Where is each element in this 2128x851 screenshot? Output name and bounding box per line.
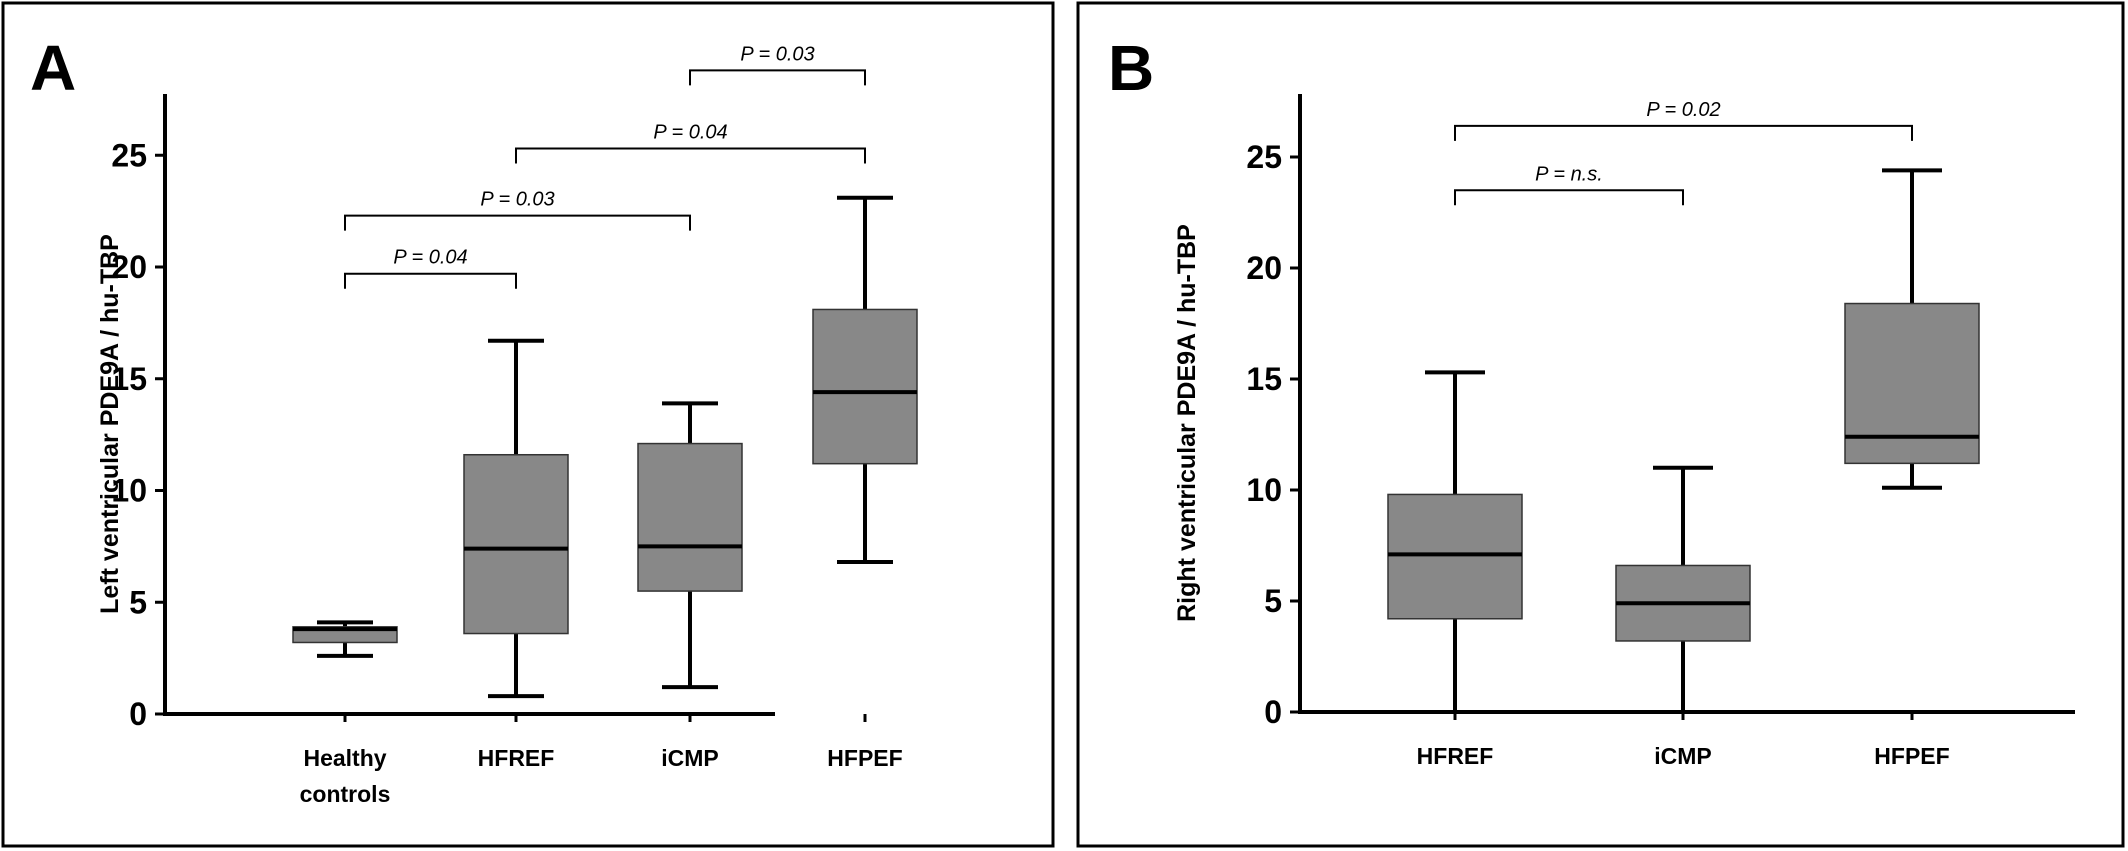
bracket-line xyxy=(344,272,517,289)
y-tick-label: 5 xyxy=(1264,583,1282,619)
plot-b: 0 5 10 15 20 25 Right ventricular PDE9A / hu-T… xyxy=(1173,94,2075,769)
box-icmp xyxy=(637,401,743,690)
bracket-line xyxy=(344,214,691,231)
bracket-line xyxy=(515,147,866,164)
p-value-label: P = 0.03 xyxy=(740,43,814,65)
panel-a-frame xyxy=(1,1,1055,848)
y-tick-label: 20 xyxy=(1246,250,1282,286)
x-category-label: HFREF xyxy=(478,745,555,771)
p-value-label: P = n.s. xyxy=(1535,163,1603,185)
y-tick-label: 25 xyxy=(111,137,147,173)
y-tick-label: 0 xyxy=(1264,694,1282,730)
plot-a: 0 5 10 15 20 25 Left ventricular PDE9A / hu-TB… xyxy=(96,43,918,807)
bracket-line xyxy=(1454,189,1684,206)
y-tick-label: 25 xyxy=(1246,139,1282,175)
box-iqr xyxy=(812,308,918,465)
y-axis-label: Right ventricular PDE9A / hu-TBP xyxy=(1173,224,1201,622)
comparison-bracket: P = 0.04 xyxy=(344,247,517,289)
y-tick-label: 0 xyxy=(129,696,147,732)
bracket-line xyxy=(689,69,866,86)
p-value-label: P = 0.04 xyxy=(393,247,467,269)
box-iqr xyxy=(1387,493,1523,620)
panel-b-letter: B xyxy=(1108,32,1154,104)
p-value-label: P = 0.02 xyxy=(1646,99,1720,121)
box-hfpef xyxy=(812,195,918,565)
y-tick-label: 5 xyxy=(129,584,147,620)
y-tick-label: 20 xyxy=(111,249,147,285)
x-category-label: HFPEF xyxy=(827,745,902,771)
box-iqr xyxy=(463,453,569,635)
x-category-label: controls xyxy=(300,781,391,807)
y-tick-label: 10 xyxy=(1246,472,1282,508)
x-category-label: HFREF xyxy=(1417,743,1494,769)
y-tick-label: 15 xyxy=(1246,361,1282,397)
bracket-line xyxy=(1454,124,1913,141)
y-tick-label: 15 xyxy=(111,361,147,397)
box-hfpef xyxy=(1844,168,1980,490)
x-category-label: iCMP xyxy=(661,745,719,771)
box-iqr xyxy=(1844,302,1980,465)
comparison-bracket: P = 0.02 xyxy=(1454,99,1913,141)
comparison-bracket: P = 0.04 xyxy=(515,122,866,164)
y-axis-label: Left ventricular PDE9A / hu-TBP xyxy=(96,234,124,614)
comparison-bracket: P = 0.03 xyxy=(344,189,691,231)
box-iqr xyxy=(637,442,743,592)
panel-a-letter: A xyxy=(30,32,76,104)
panel-b-frame xyxy=(1076,1,2125,848)
comparison-bracket: P = 0.03 xyxy=(689,43,866,86)
x-category-label: iCMP xyxy=(1654,743,1712,769)
panel-a: A 0 5 10 15 20 25 Left ventricular PDE9A / hu-… xyxy=(1,1,1055,848)
box-hfref xyxy=(463,338,569,699)
p-value-label: P = 0.04 xyxy=(653,122,727,144)
x-category-label: Healthy xyxy=(303,745,386,771)
y-tick-label: 10 xyxy=(111,473,147,509)
comparison-bracket: P = n.s. xyxy=(1454,163,1684,206)
box-healthy xyxy=(292,620,398,658)
box-hfref xyxy=(1387,370,1523,714)
box-icmp xyxy=(1615,465,1751,714)
panel-b: B 0 5 10 15 20 25 Right ventricular PDE9A / hu… xyxy=(1076,1,2125,848)
p-value-label: P = 0.03 xyxy=(480,189,554,211)
x-category-label: HFPEF xyxy=(1874,743,1949,769)
